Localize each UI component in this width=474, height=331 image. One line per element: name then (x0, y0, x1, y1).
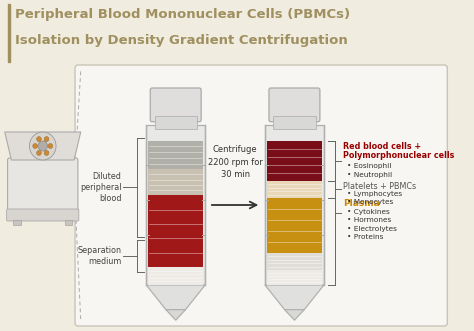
Bar (273, 116, 316, 128)
Circle shape (36, 137, 41, 142)
Text: • Cytokines: • Cytokines (346, 209, 390, 215)
Circle shape (36, 150, 41, 156)
Bar (267, 270, 322, 285)
Bar (267, 181, 322, 198)
FancyBboxPatch shape (7, 209, 79, 221)
Bar (13, 220, 21, 225)
Circle shape (44, 150, 49, 156)
Bar (64, 220, 72, 225)
Text: • Eosinophil: • Eosinophil (346, 163, 391, 168)
Circle shape (29, 132, 56, 160)
Circle shape (33, 144, 37, 149)
Bar (148, 195, 203, 267)
Text: Centrifuge
2200 rpm for
30 min: Centrifuge 2200 rpm for 30 min (208, 145, 263, 179)
FancyBboxPatch shape (150, 88, 201, 122)
Text: • Electrolytes: • Electrolytes (346, 226, 397, 232)
Circle shape (38, 141, 47, 151)
Polygon shape (284, 309, 304, 320)
Text: • Hormones: • Hormones (346, 217, 391, 223)
Text: • Proteins: • Proteins (346, 234, 383, 240)
Text: • Lymphocytes: • Lymphocytes (346, 191, 402, 197)
FancyBboxPatch shape (75, 65, 447, 326)
Circle shape (44, 137, 49, 142)
Polygon shape (166, 309, 185, 320)
Bar (267, 198, 322, 253)
Bar (8, 4, 10, 62)
Text: Separation
medium: Separation medium (78, 246, 121, 266)
Text: Peripheral Blood Mononuclear Cells (PBMCs): Peripheral Blood Mononuclear Cells (PBMC… (15, 8, 350, 21)
Bar (148, 169, 203, 195)
FancyBboxPatch shape (269, 88, 320, 122)
Text: • Monocytes: • Monocytes (346, 199, 393, 205)
Bar (265, 125, 324, 285)
Text: Platelets + PBMCs: Platelets + PBMCs (343, 182, 416, 191)
Circle shape (48, 144, 53, 149)
Text: Plasma: Plasma (343, 199, 380, 208)
Bar (148, 267, 203, 285)
Text: Red blood cells +: Red blood cells + (343, 141, 421, 151)
Bar (267, 253, 322, 270)
Polygon shape (265, 285, 324, 309)
Text: Isolation by Density Gradient Centrifugation: Isolation by Density Gradient Centrifuga… (15, 34, 348, 47)
Polygon shape (146, 285, 205, 309)
Text: Diluted
peripheral
blood: Diluted peripheral blood (80, 172, 121, 203)
Text: • Neutrophil: • Neutrophil (346, 171, 392, 177)
Text: Polymorphonuclear cells: Polymorphonuclear cells (343, 151, 454, 160)
Bar (267, 140, 322, 181)
FancyBboxPatch shape (8, 158, 78, 212)
Bar (148, 140, 203, 169)
Bar (146, 125, 205, 285)
Bar (155, 116, 197, 128)
Polygon shape (5, 132, 81, 160)
